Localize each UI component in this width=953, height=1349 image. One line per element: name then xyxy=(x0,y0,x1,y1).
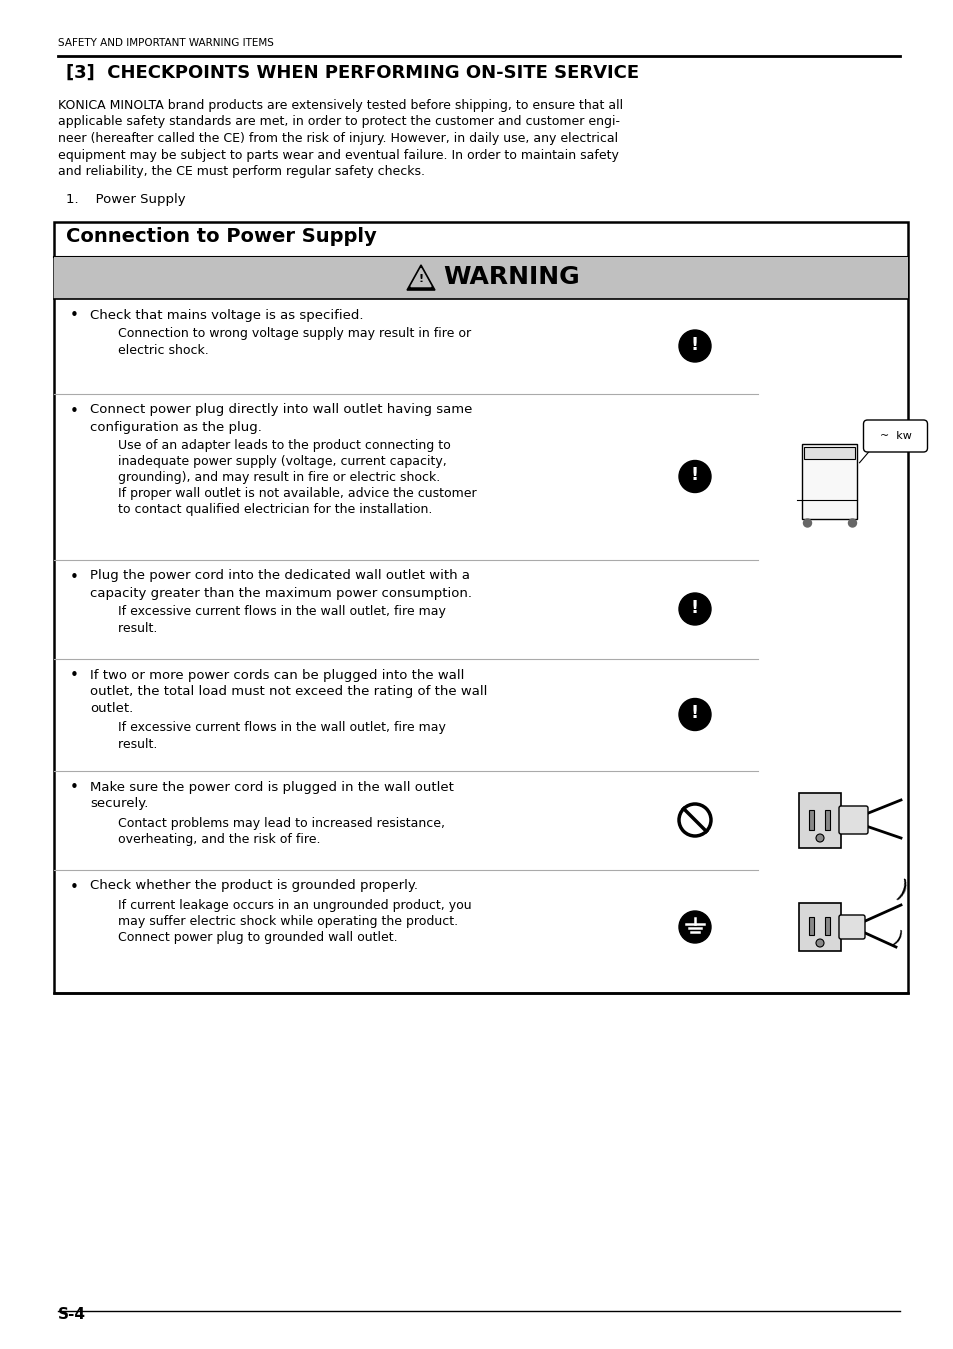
Text: ): ) xyxy=(892,878,909,904)
Text: 1.    Power Supply: 1. Power Supply xyxy=(66,193,186,206)
FancyBboxPatch shape xyxy=(803,447,855,459)
FancyBboxPatch shape xyxy=(54,221,907,993)
FancyBboxPatch shape xyxy=(799,902,841,951)
Text: and reliability, the CE must perform regular safety checks.: and reliability, the CE must perform reg… xyxy=(58,165,424,178)
Text: •: • xyxy=(70,781,78,796)
Text: !: ! xyxy=(418,274,423,285)
Text: ~  kw: ~ kw xyxy=(879,430,910,441)
Text: •: • xyxy=(70,669,78,684)
Text: Connection to Power Supply: Connection to Power Supply xyxy=(66,227,376,246)
Text: may suffer electric shock while operating the product.: may suffer electric shock while operatin… xyxy=(106,915,457,928)
Text: If current leakage occurs in an ungrounded product, you: If current leakage occurs in an unground… xyxy=(106,898,471,912)
Text: [3]  CHECKPOINTS WHEN PERFORMING ON-SITE SERVICE: [3] CHECKPOINTS WHEN PERFORMING ON-SITE … xyxy=(66,63,639,82)
Text: !: ! xyxy=(690,336,699,353)
Text: securely.: securely. xyxy=(90,797,149,811)
Text: inadequate power supply (voltage, current capacity,: inadequate power supply (voltage, curren… xyxy=(106,456,446,468)
Text: KONICA MINOLTA brand products are extensively tested before shipping, to ensure : KONICA MINOLTA brand products are extens… xyxy=(58,98,622,112)
Text: Use of an adapter leads to the product connecting to: Use of an adapter leads to the product c… xyxy=(106,440,450,452)
Circle shape xyxy=(679,460,710,492)
FancyBboxPatch shape xyxy=(862,420,926,452)
FancyBboxPatch shape xyxy=(809,809,814,830)
Text: WARNING: WARNING xyxy=(442,264,579,289)
Text: to contact qualified electrician for the installation.: to contact qualified electrician for the… xyxy=(106,503,432,517)
Circle shape xyxy=(679,699,710,731)
FancyBboxPatch shape xyxy=(809,917,814,935)
Text: Plug the power cord into the dedicated wall outlet with a: Plug the power cord into the dedicated w… xyxy=(90,569,470,583)
Text: Contact problems may lead to increased resistance,: Contact problems may lead to increased r… xyxy=(106,816,444,830)
Text: outlet, the total load must not exceed the rating of the wall: outlet, the total load must not exceed t… xyxy=(90,685,487,699)
FancyBboxPatch shape xyxy=(838,805,867,834)
Text: equipment may be subject to parts wear and eventual failure. In order to maintai: equipment may be subject to parts wear a… xyxy=(58,148,618,162)
Text: capacity greater than the maximum power consumption.: capacity greater than the maximum power … xyxy=(90,587,472,599)
FancyBboxPatch shape xyxy=(824,809,830,830)
Text: Connect power plug directly into wall outlet having same: Connect power plug directly into wall ou… xyxy=(90,403,472,417)
Text: configuration as the plug.: configuration as the plug. xyxy=(90,421,262,433)
Text: outlet.: outlet. xyxy=(90,703,133,715)
FancyBboxPatch shape xyxy=(838,915,864,939)
Text: Check whether the product is grounded properly.: Check whether the product is grounded pr… xyxy=(90,880,417,893)
FancyBboxPatch shape xyxy=(801,444,857,519)
Text: result.: result. xyxy=(106,622,157,634)
Text: •: • xyxy=(70,309,78,324)
Text: If proper wall outlet is not available, advice the customer: If proper wall outlet is not available, … xyxy=(106,487,476,500)
Text: SAFETY AND IMPORTANT WARNING ITEMS: SAFETY AND IMPORTANT WARNING ITEMS xyxy=(58,38,274,49)
Circle shape xyxy=(679,911,710,943)
Text: •: • xyxy=(70,569,78,584)
Text: Check that mains voltage is as specified.: Check that mains voltage is as specified… xyxy=(90,309,363,321)
Text: !: ! xyxy=(690,704,699,723)
Circle shape xyxy=(679,331,710,362)
Text: •: • xyxy=(70,880,78,894)
Text: overheating, and the risk of fire.: overheating, and the risk of fire. xyxy=(106,832,320,846)
Text: !: ! xyxy=(690,467,699,484)
FancyBboxPatch shape xyxy=(54,256,907,298)
Text: S-4: S-4 xyxy=(58,1307,86,1322)
Text: applicable safety standards are met, in order to protect the customer and custom: applicable safety standards are met, in … xyxy=(58,116,619,128)
Circle shape xyxy=(802,519,811,527)
Polygon shape xyxy=(411,268,431,286)
FancyBboxPatch shape xyxy=(799,792,841,847)
Text: ): ) xyxy=(888,928,904,948)
Text: result.: result. xyxy=(106,738,157,750)
Circle shape xyxy=(815,834,823,842)
Text: If two or more power cords can be plugged into the wall: If two or more power cords can be plugge… xyxy=(90,669,464,681)
Circle shape xyxy=(815,939,823,947)
Text: If excessive current flows in the wall outlet, fire may: If excessive current flows in the wall o… xyxy=(106,722,445,734)
Text: Connection to wrong voltage supply may result in fire or: Connection to wrong voltage supply may r… xyxy=(106,328,471,340)
Circle shape xyxy=(679,594,710,625)
Polygon shape xyxy=(407,264,435,290)
FancyBboxPatch shape xyxy=(824,917,830,935)
Text: grounding), and may result in fire or electric shock.: grounding), and may result in fire or el… xyxy=(106,472,439,484)
Text: !: ! xyxy=(690,599,699,616)
Text: •: • xyxy=(70,403,78,418)
Text: If excessive current flows in the wall outlet, fire may: If excessive current flows in the wall o… xyxy=(106,606,445,618)
Text: neer (hereafter called the CE) from the risk of injury. However, in daily use, a: neer (hereafter called the CE) from the … xyxy=(58,132,618,144)
Text: electric shock.: electric shock. xyxy=(106,344,209,356)
Circle shape xyxy=(847,519,856,527)
Text: Make sure the power cord is plugged in the wall outlet: Make sure the power cord is plugged in t… xyxy=(90,781,454,793)
Text: Connect power plug to grounded wall outlet.: Connect power plug to grounded wall outl… xyxy=(106,931,397,943)
